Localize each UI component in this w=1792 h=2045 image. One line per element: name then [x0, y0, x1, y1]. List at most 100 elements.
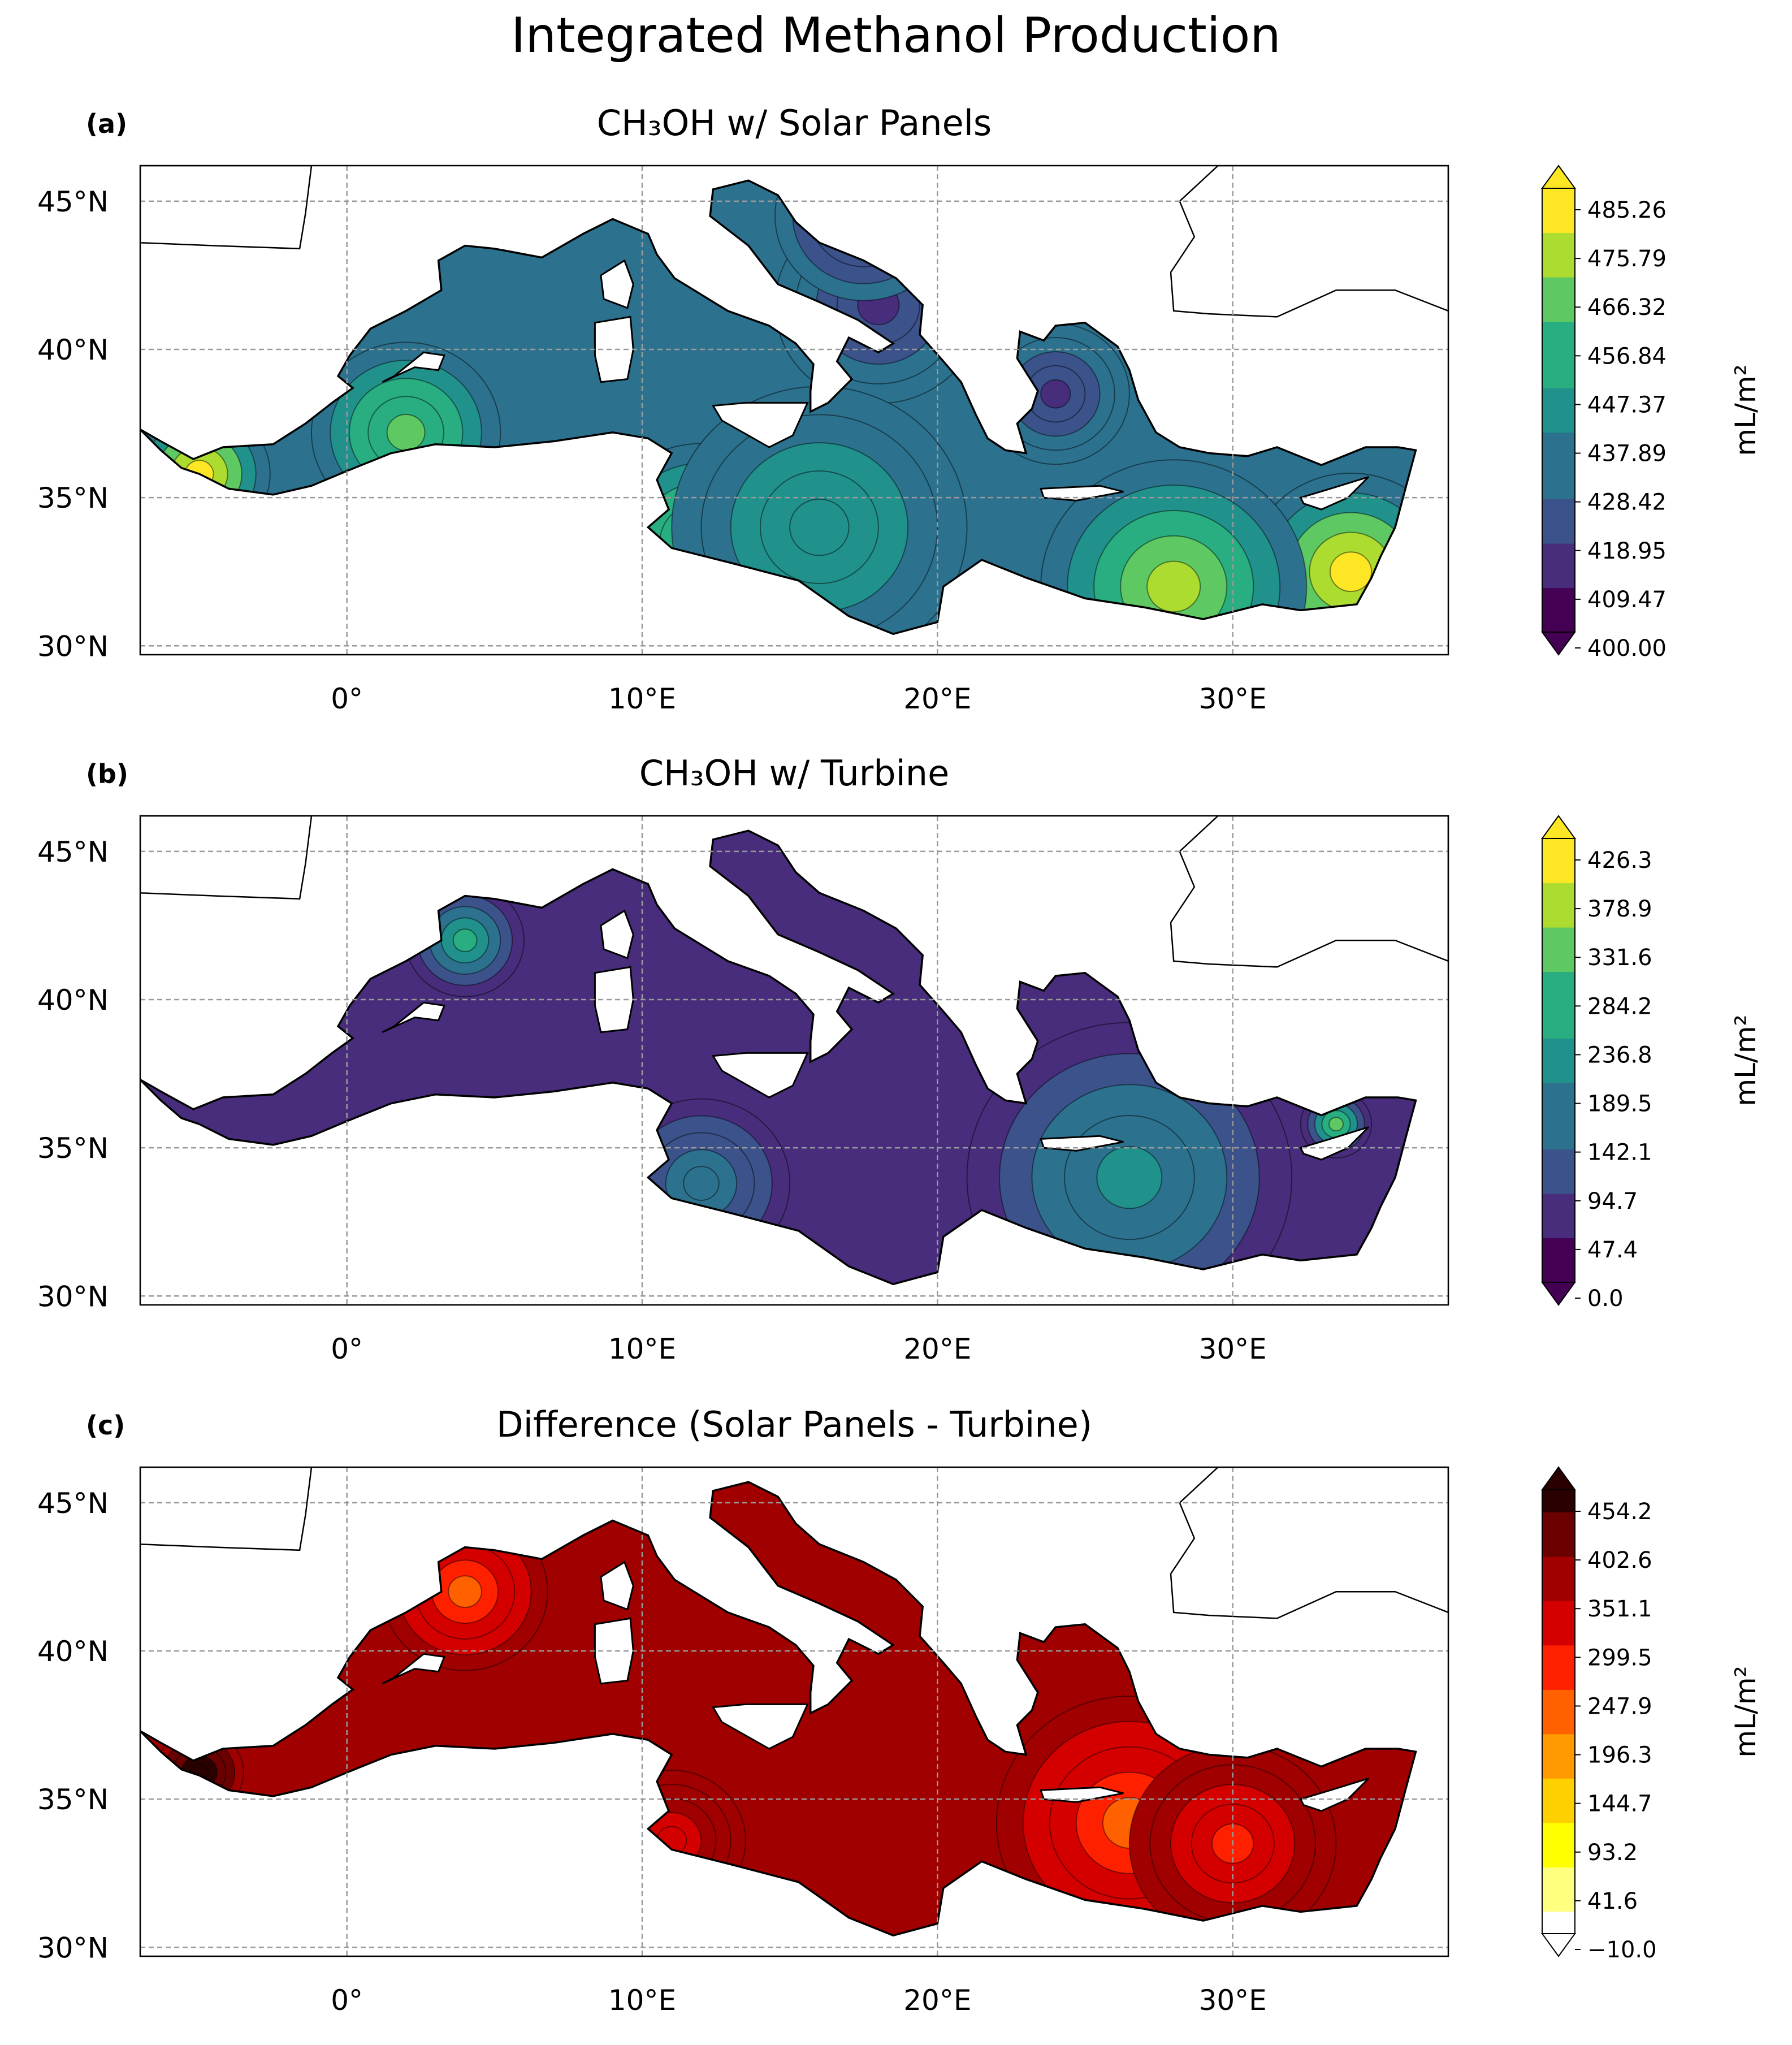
- map-panel-c: (c) Difference (Solar Panels - Turbine) 0°…: [37, 1404, 1762, 2017]
- colorbar-tick-label: 41.6: [1587, 1888, 1638, 1914]
- y-tick-label: 30°N: [37, 630, 109, 663]
- colorbar-band: [1542, 432, 1575, 455]
- colorbar-tick-label: 331.6: [1587, 945, 1652, 971]
- colorbar-band: [1542, 1579, 1575, 1601]
- island: [711, 401, 809, 448]
- colorbar-band: [1542, 477, 1575, 500]
- colorbar-tick-label: 426.3: [1587, 848, 1652, 874]
- colorbar-tick-label: 437.89: [1587, 441, 1667, 467]
- colorbar-extend-max: [1541, 165, 1576, 189]
- x-tick-label: 10°E: [608, 1984, 676, 2017]
- island: [594, 966, 634, 1034]
- colorbar-band: [1542, 1711, 1575, 1735]
- y-tick-label: 35°N: [37, 1132, 109, 1165]
- contour-level: [789, 498, 850, 556]
- colorbar-tick-label: 196.3: [1587, 1743, 1652, 1769]
- colorbar-band: [1542, 1733, 1575, 1757]
- panel-title: Difference (Solar Panels - Turbine): [496, 1404, 1092, 1445]
- colorbar-band: [1542, 455, 1575, 477]
- colorbar-tick-label: 378.9: [1587, 896, 1652, 922]
- colorbar-band: [1542, 1867, 1575, 1890]
- colorbar-label: mL/m²: [1729, 1014, 1762, 1106]
- panel-label: (c): [86, 1410, 125, 1441]
- gridlines: [140, 1467, 1448, 1956]
- colorbar-band: [1542, 1016, 1575, 1039]
- contour-level: [386, 413, 426, 451]
- colorbar-tick-label: 409.47: [1587, 587, 1667, 613]
- colorbar-band: [1542, 1060, 1575, 1083]
- panels: (a) CH₃OH w/ Solar Panels 0° 10°E 20°E 30°E 45…: [37, 102, 1762, 2017]
- panel-label: (a): [86, 109, 127, 139]
- colorbar-band: [1542, 1105, 1575, 1127]
- x-tick-label: 30°E: [1199, 682, 1267, 715]
- colorbar-tick-label: −10.0: [1587, 1937, 1657, 1963]
- y-tick-label: 45°N: [37, 185, 109, 218]
- island: [600, 1560, 634, 1611]
- x-tick-label: 0°: [331, 1333, 363, 1365]
- island: [1040, 485, 1124, 501]
- island: [1040, 1786, 1124, 1803]
- colorbar-tick-label: 454.2: [1587, 1499, 1652, 1525]
- colorbar-band: [1542, 1778, 1575, 1801]
- colorbar-band: [1542, 949, 1575, 972]
- colorbar-tick-label: 475.79: [1587, 246, 1667, 272]
- colorbar-band: [1542, 1260, 1575, 1283]
- colorbar-tick-label: 142.1: [1587, 1140, 1652, 1166]
- map-frame: [139, 1466, 1449, 1957]
- panel-title: CH₃OH w/ Solar Panels: [597, 102, 992, 144]
- colorbar-band: [1542, 883, 1575, 906]
- x-tick-label: 0°: [331, 682, 363, 715]
- colorbar-band: [1542, 1194, 1575, 1216]
- colorbar-b: 426.3 378.9 331.6 284.2 236.8 189.5 142.1 94.7 4…: [1541, 815, 1762, 1312]
- x-tick-label: 30°E: [1199, 1333, 1267, 1365]
- colorbar-tick-label: 447.37: [1587, 392, 1667, 418]
- colorbar-extend-min: [1541, 632, 1576, 656]
- colorbar-tick-label: 456.84: [1587, 343, 1667, 369]
- contour-level: [452, 928, 478, 953]
- colorbar-band: [1542, 1512, 1575, 1535]
- x-tick-label: 30°E: [1199, 1984, 1267, 2017]
- island: [711, 1703, 809, 1750]
- x-tick-label: 20°E: [903, 1984, 971, 2017]
- y-tick-label: 30°N: [37, 1280, 109, 1313]
- colorbar-band: [1542, 366, 1575, 388]
- colorbar-band: [1542, 1216, 1575, 1239]
- colorbar-band: [1542, 1127, 1575, 1150]
- colorbar-band: [1542, 971, 1575, 995]
- contour-level: [1096, 1145, 1163, 1209]
- colorbar-tick-label: 402.6: [1587, 1547, 1652, 1573]
- island: [1040, 1135, 1124, 1152]
- colorbar-band: [1542, 1689, 1575, 1713]
- colorbar-tick-label: 93.2: [1587, 1840, 1638, 1866]
- colorbar-band: [1542, 1556, 1575, 1579]
- colorbar-band: [1542, 254, 1575, 278]
- y-tick-label: 30°N: [37, 1931, 109, 1964]
- colorbar-band: [1542, 927, 1575, 950]
- colorbar-band: [1542, 499, 1575, 522]
- colorbar-a: 485.26 475.79 466.32 456.84 447.37 437.89 428.…: [1541, 165, 1762, 662]
- colorbar-band: [1542, 565, 1575, 589]
- colorbar-band: [1542, 905, 1575, 928]
- coastline: [140, 166, 1448, 635]
- colorbar-extend-min: [1541, 1282, 1576, 1306]
- colorbar-band: [1542, 838, 1575, 861]
- colorbar-tick-label: 144.7: [1587, 1791, 1652, 1817]
- x-tick-label: 10°E: [608, 1333, 676, 1365]
- island: [600, 909, 634, 959]
- island: [600, 259, 634, 309]
- y-tick-label: 35°N: [37, 1783, 109, 1816]
- coastline: [140, 816, 1448, 1286]
- panel-label: (b): [86, 759, 128, 789]
- colorbar-tick-label: 236.8: [1587, 1042, 1652, 1068]
- colorbar-band: [1542, 521, 1575, 544]
- contour-level: [448, 1575, 482, 1609]
- x-tick-label: 0°: [331, 1984, 363, 2017]
- colorbar-band: [1542, 321, 1575, 344]
- y-tick-label: 45°N: [37, 836, 109, 868]
- island: [711, 1052, 809, 1099]
- gridlines: [140, 816, 1448, 1305]
- map-panel-b: (b) CH₃OH w/ Turbine 0° 10°E 20°E 30°E 45°N 40°…: [37, 753, 1762, 1365]
- colorbar-band: [1542, 1238, 1575, 1261]
- contour-level: [1330, 551, 1373, 593]
